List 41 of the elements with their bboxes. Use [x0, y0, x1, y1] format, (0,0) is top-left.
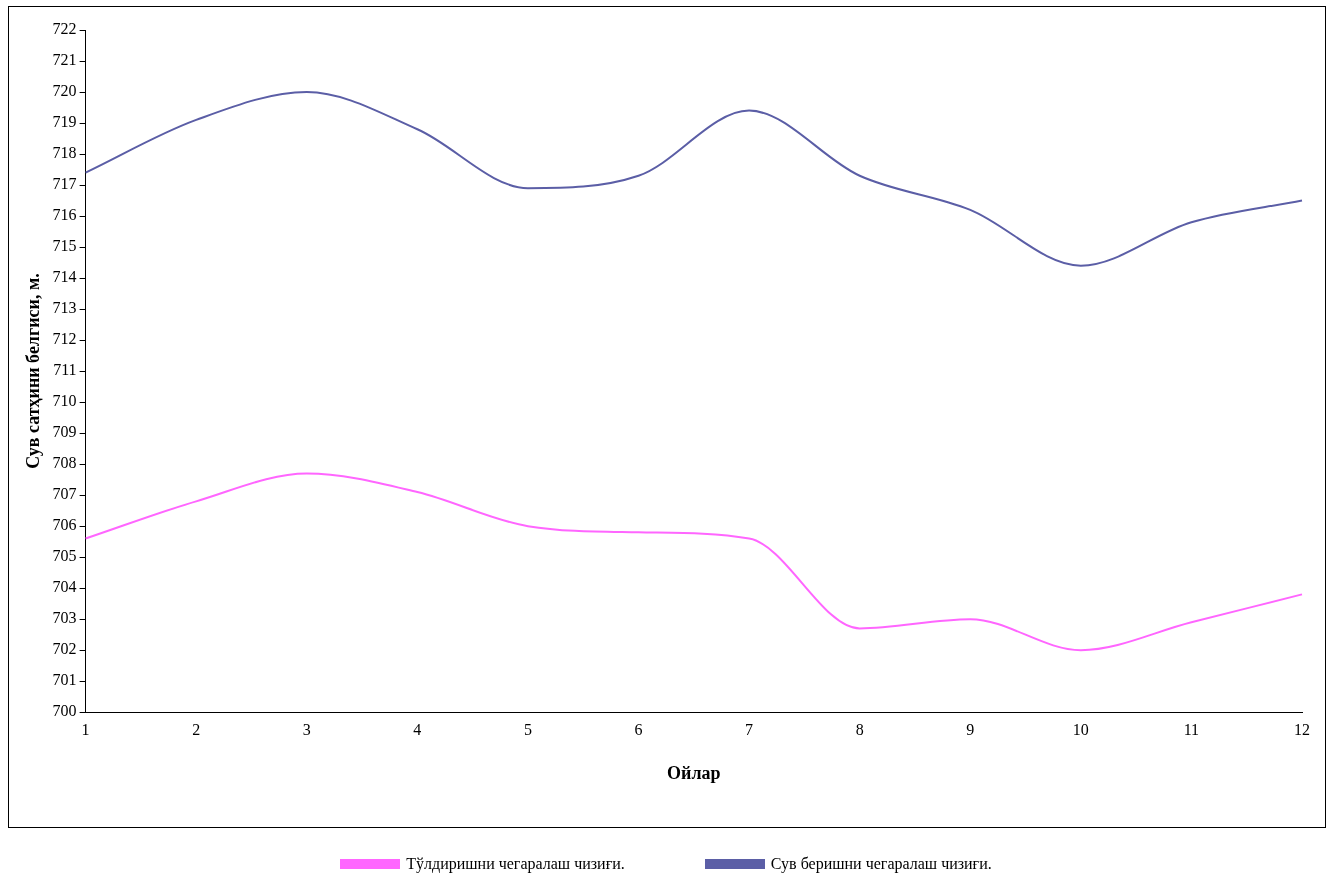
y-tick-label: 715 — [52, 237, 77, 255]
x-tick-label: 4 — [413, 721, 422, 738]
line-series — [84, 91, 1303, 267]
x-tick-label: 2 — [192, 721, 201, 738]
x-tick-label: 9 — [966, 721, 975, 738]
y-tick-label: 717 — [52, 175, 77, 193]
y-tick-label: 712 — [52, 330, 77, 348]
y-tick-label: 722 — [52, 20, 77, 38]
x-tick-label: 12 — [1294, 721, 1310, 738]
y-tick-label: 719 — [52, 113, 77, 131]
x-axis-title: Ойлар — [667, 762, 721, 783]
x-tick-label: 7 — [745, 721, 754, 738]
y-tick-label: 709 — [52, 423, 77, 441]
y-tick-label: 704 — [52, 578, 77, 596]
y-axis-title: Сув сатҳини белгиси, м. — [23, 273, 44, 469]
x-tick-label: 6 — [634, 721, 643, 738]
y-tick-label: 705 — [52, 547, 77, 565]
y-tick-label: 702 — [52, 640, 77, 658]
x-tick-label: 10 — [1072, 721, 1089, 738]
y-tick-label: 718 — [52, 144, 77, 162]
y-tick-label: 706 — [52, 516, 77, 534]
x-tick-label: 5 — [523, 721, 532, 738]
legend-label: Сув беришни чегаралаш чизиғи. — [770, 855, 992, 873]
legend-label: Тўлдиришни чегаралаш чизиғи. — [406, 855, 625, 873]
y-tick-label: 711 — [53, 361, 77, 379]
x-tick-label: 8 — [855, 721, 864, 738]
y-tick-label: 700 — [52, 702, 77, 720]
y-tick-label: 720 — [52, 82, 77, 100]
y-tick-label: 710 — [52, 392, 77, 410]
y-tick-label: 721 — [52, 51, 77, 69]
line-series — [84, 472, 1303, 652]
y-tick-label: 708 — [52, 454, 77, 472]
y-tick-label: 714 — [52, 268, 77, 286]
y-tick-label: 703 — [52, 609, 77, 627]
y-tick-label: 701 — [52, 671, 77, 689]
x-tick-label: 1 — [81, 721, 90, 738]
y-tick-label: 707 — [52, 485, 77, 503]
y-tick-label: 713 — [52, 299, 77, 317]
x-tick-label: 3 — [302, 721, 311, 738]
x-tick-label: 11 — [1183, 721, 1200, 738]
y-tick-label: 716 — [52, 206, 77, 224]
